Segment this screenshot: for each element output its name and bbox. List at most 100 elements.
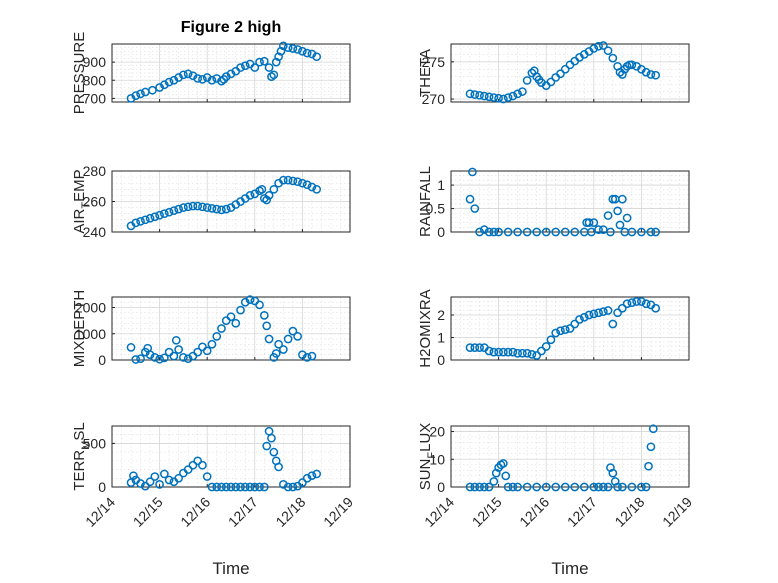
data-point bbox=[594, 41, 603, 51]
data-point bbox=[532, 227, 542, 237]
y-axis-label: MIXDEPTH bbox=[71, 290, 88, 368]
data-point bbox=[262, 441, 272, 451]
data-point bbox=[465, 482, 475, 492]
y-axis-label-subscript: F bbox=[426, 452, 438, 459]
x-tick-label: 12/16 bbox=[177, 494, 213, 530]
data-point bbox=[589, 218, 599, 227]
data-point bbox=[267, 72, 276, 81]
data-point bbox=[465, 194, 475, 204]
data-point bbox=[269, 70, 279, 80]
data-point bbox=[603, 306, 613, 315]
data-point bbox=[494, 347, 503, 357]
data-point bbox=[589, 482, 599, 492]
data-point bbox=[183, 69, 193, 79]
y-tick-label: 0 bbox=[437, 224, 445, 240]
data-point bbox=[615, 220, 625, 230]
x-tick-label: 12/18 bbox=[272, 494, 308, 530]
x-axis-label: Time bbox=[551, 559, 588, 578]
data-point bbox=[499, 94, 508, 104]
data-point bbox=[598, 482, 608, 492]
data-point bbox=[271, 57, 281, 67]
data-point bbox=[148, 85, 157, 95]
data-point bbox=[560, 325, 570, 334]
data-point bbox=[513, 482, 522, 492]
data-point bbox=[155, 210, 164, 220]
data-point bbox=[279, 345, 288, 354]
data-point bbox=[302, 180, 312, 190]
data-point bbox=[541, 342, 551, 351]
data-point bbox=[255, 300, 264, 310]
data-point bbox=[169, 351, 179, 361]
data-point bbox=[221, 482, 231, 492]
data-point bbox=[279, 41, 288, 51]
data-point bbox=[164, 77, 174, 87]
data-point bbox=[503, 482, 513, 492]
data-point bbox=[637, 482, 646, 492]
data-point bbox=[298, 350, 307, 360]
data-point bbox=[532, 482, 542, 492]
data-point bbox=[212, 482, 222, 492]
data-point bbox=[288, 44, 298, 53]
data-point bbox=[622, 299, 632, 309]
data-point bbox=[646, 227, 656, 237]
data-point bbox=[136, 354, 145, 364]
data-point bbox=[570, 227, 580, 237]
data-point bbox=[279, 175, 288, 185]
data-point bbox=[598, 307, 608, 316]
y-tick-label: 280 bbox=[83, 163, 107, 179]
data-point bbox=[503, 347, 513, 357]
data-point bbox=[637, 297, 646, 306]
data-point bbox=[546, 335, 556, 345]
data-point bbox=[160, 209, 169, 219]
data-point bbox=[518, 348, 527, 358]
data-point bbox=[644, 461, 653, 471]
data-point bbox=[226, 312, 236, 322]
data-point bbox=[198, 202, 207, 212]
y-axis-label: PRESSURE bbox=[71, 32, 88, 115]
y-axis-label: H2OMIXRA bbox=[417, 289, 434, 367]
data-point bbox=[584, 310, 594, 320]
data-point bbox=[513, 348, 522, 358]
data-point bbox=[221, 204, 231, 214]
data-point bbox=[546, 77, 556, 87]
data-point bbox=[288, 326, 298, 336]
data-point bbox=[283, 43, 293, 52]
axes-frame bbox=[450, 425, 690, 488]
data-point bbox=[188, 201, 198, 211]
data-point bbox=[136, 89, 145, 99]
y-tick-label: 900 bbox=[83, 54, 107, 70]
y-axis-label-rest: SL bbox=[71, 422, 88, 440]
data-point bbox=[259, 311, 269, 320]
data-point bbox=[274, 52, 283, 62]
data-point bbox=[302, 48, 312, 58]
data-point bbox=[140, 215, 150, 225]
data-point bbox=[193, 456, 203, 466]
data-point bbox=[307, 182, 317, 192]
data-point bbox=[262, 195, 272, 205]
data-point bbox=[570, 319, 580, 329]
y-tick-label: 240 bbox=[83, 224, 107, 240]
data-point bbox=[465, 343, 475, 352]
x-tick-label: 12/16 bbox=[516, 494, 552, 530]
data-point bbox=[589, 44, 599, 53]
data-point bbox=[484, 346, 494, 356]
x-tick-label: 12/15 bbox=[469, 494, 505, 530]
data-point bbox=[307, 471, 317, 481]
data-point bbox=[240, 297, 250, 307]
x-tick-label: 12/18 bbox=[611, 494, 647, 530]
y-axis-label-subscript: T bbox=[80, 202, 92, 209]
data-point bbox=[484, 227, 494, 237]
data-point bbox=[618, 482, 627, 492]
y-axis-label-main: AIR bbox=[71, 208, 88, 233]
y-tick-label: 2000 bbox=[75, 300, 106, 316]
data-point bbox=[499, 347, 508, 357]
data-point bbox=[475, 90, 484, 100]
data-point bbox=[183, 202, 193, 212]
y-axis-label-main: TERR bbox=[71, 450, 88, 491]
data-point bbox=[518, 87, 527, 96]
data-point bbox=[465, 89, 475, 99]
y-axis-label: TERRMSL bbox=[71, 422, 92, 490]
data-point bbox=[179, 70, 188, 80]
data-point bbox=[627, 227, 637, 237]
